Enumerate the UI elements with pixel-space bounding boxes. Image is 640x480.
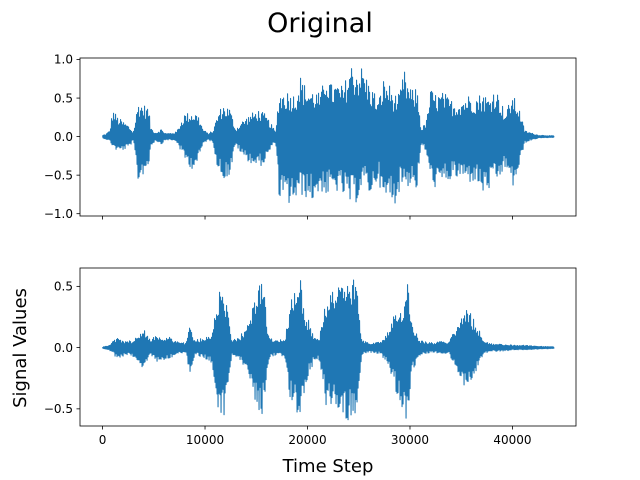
bottom-y-tick-label: 0.0 (54, 341, 73, 355)
x-tick-label: 30000 (391, 433, 429, 447)
bottom-signal-line (102, 279, 555, 421)
x-tick-label: 0 (99, 433, 107, 447)
x-tick-label: 20000 (288, 433, 326, 447)
chart-title: Original (267, 8, 373, 39)
top-y-tick-label: 0.0 (54, 130, 73, 144)
top-y-tick-label: 0.5 (54, 91, 73, 105)
bottom-y-tick-label: −0.5 (44, 402, 73, 416)
x-tick-label: 40000 (493, 433, 531, 447)
bottom-y-tick-label: 0.5 (54, 280, 73, 294)
top-y-tick-label: −0.5 (44, 168, 73, 182)
y-axis-label: Signal Values (10, 288, 31, 408)
top-signal-line (102, 68, 555, 204)
top-y-tick-label: −1.0 (44, 207, 73, 221)
x-axis-label: Time Step (282, 456, 374, 477)
top-y-tick-label: 1.0 (54, 53, 73, 67)
top-subplot: 1.0 0.5 0.0 −0.5 −1.0 (44, 53, 577, 221)
x-tick-label: 10000 (186, 433, 224, 447)
bottom-subplot: 0.5 0.0 −0.5 0 10000 20000 30000 40000 (44, 267, 577, 447)
bottom-axes-frame (79, 267, 577, 427)
